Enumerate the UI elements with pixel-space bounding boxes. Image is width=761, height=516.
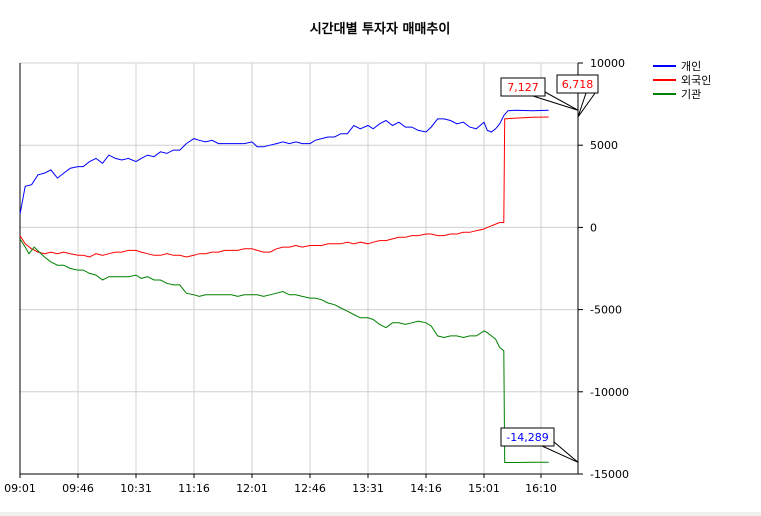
series-line-3 (19, 238, 549, 463)
y-tick-label: -5000 (590, 304, 622, 317)
annotation-label: -14,289 (506, 431, 548, 444)
x-tick-label: 16:10 (525, 482, 557, 495)
annotation-pointer (577, 88, 599, 118)
x-tick-label: 09:46 (62, 482, 94, 495)
y-tick-label: -15000 (590, 468, 629, 481)
x-tick-label: 11:16 (178, 482, 210, 495)
annotation-box (500, 427, 555, 447)
x-tick-label: 12:01 (236, 482, 268, 495)
x-tick-label: 09:01 (4, 482, 36, 495)
annotation-label: 6,718 (562, 78, 594, 91)
y-tick-label: -10000 (590, 386, 629, 399)
series-lines (19, 109, 549, 463)
series-line-1 (19, 109, 549, 215)
annotation-label: 7,127 (507, 81, 539, 94)
legend-label: 개인 (681, 60, 701, 73)
annotation-box (556, 74, 599, 94)
x-tick-label: 14:16 (410, 482, 442, 495)
annotation-pointer (532, 91, 579, 111)
chart-title: 시간대별 투자자 매매추이 (310, 21, 451, 37)
legend-label: 기관 (681, 88, 701, 101)
x-tick-label: 12:46 (294, 482, 326, 495)
annotation-pointer (541, 441, 579, 463)
series-line-2 (19, 116, 549, 258)
x-tick-label: 10:31 (120, 482, 152, 495)
x-tick-label: 15:01 (468, 482, 500, 495)
value-annotations: 7,127 6,718 -14,289 (500, 74, 599, 463)
legend-label: 외국인 (681, 74, 711, 87)
y-tick-label: 10000 (590, 57, 625, 70)
grid (20, 62, 578, 475)
y-tick-label: 5000 (590, 139, 618, 152)
annotation-box (500, 77, 546, 97)
x-tick-label: 13:31 (352, 482, 384, 495)
y-tick-label: 0 (590, 221, 597, 234)
axes: 10000 5000 0 -5000 -10000 -15000 09:01 09:46 10:… (4, 57, 629, 495)
